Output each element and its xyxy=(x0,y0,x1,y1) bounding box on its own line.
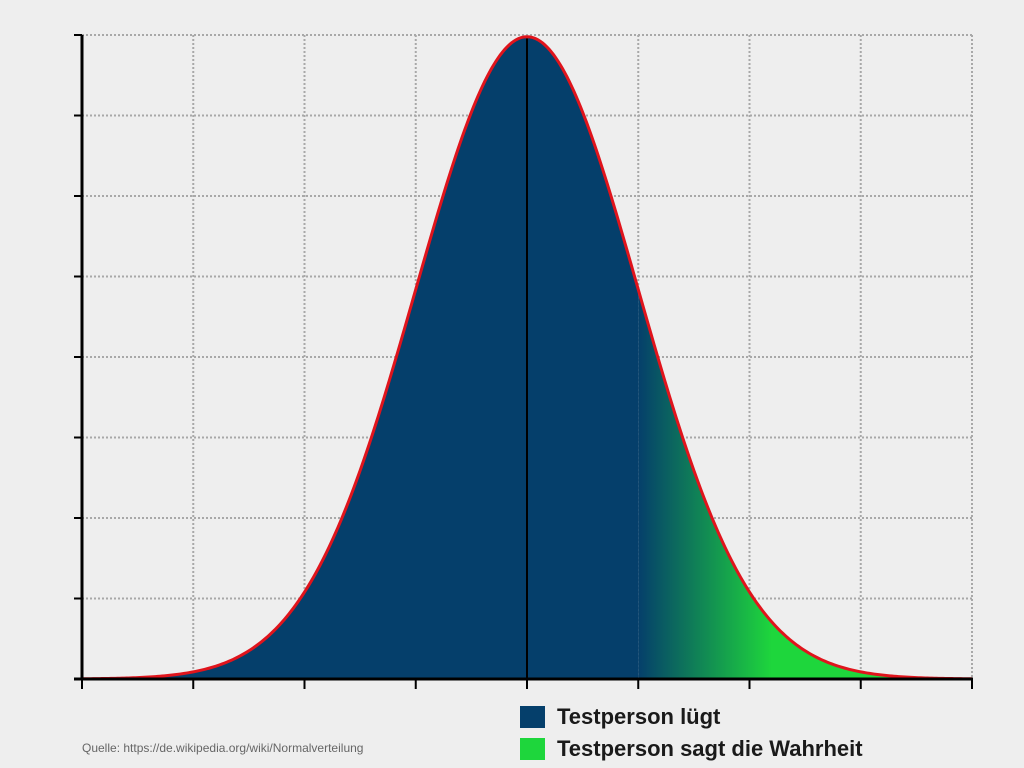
axes xyxy=(74,34,973,689)
density-curve xyxy=(81,35,973,681)
source-note: Quelle: https://de.wikipedia.org/wiki/No… xyxy=(82,741,364,755)
area-testperson-luegt xyxy=(82,36,639,679)
legend-item-wahrheit: Testperson sagt die Wahrheit xyxy=(520,735,863,763)
legend-swatch-luegt xyxy=(520,706,545,728)
legend-swatch-wahrheit xyxy=(520,738,545,760)
legend-item-luegt: Testperson lügt xyxy=(520,703,863,731)
legend: Testperson lügt Testperson sagt die Wahr… xyxy=(520,703,863,763)
area-testperson-wahrheit xyxy=(638,289,972,679)
legend-label-wahrheit: Testperson sagt die Wahrheit xyxy=(557,736,863,761)
legend-label-luegt: Testperson lügt xyxy=(557,704,721,729)
